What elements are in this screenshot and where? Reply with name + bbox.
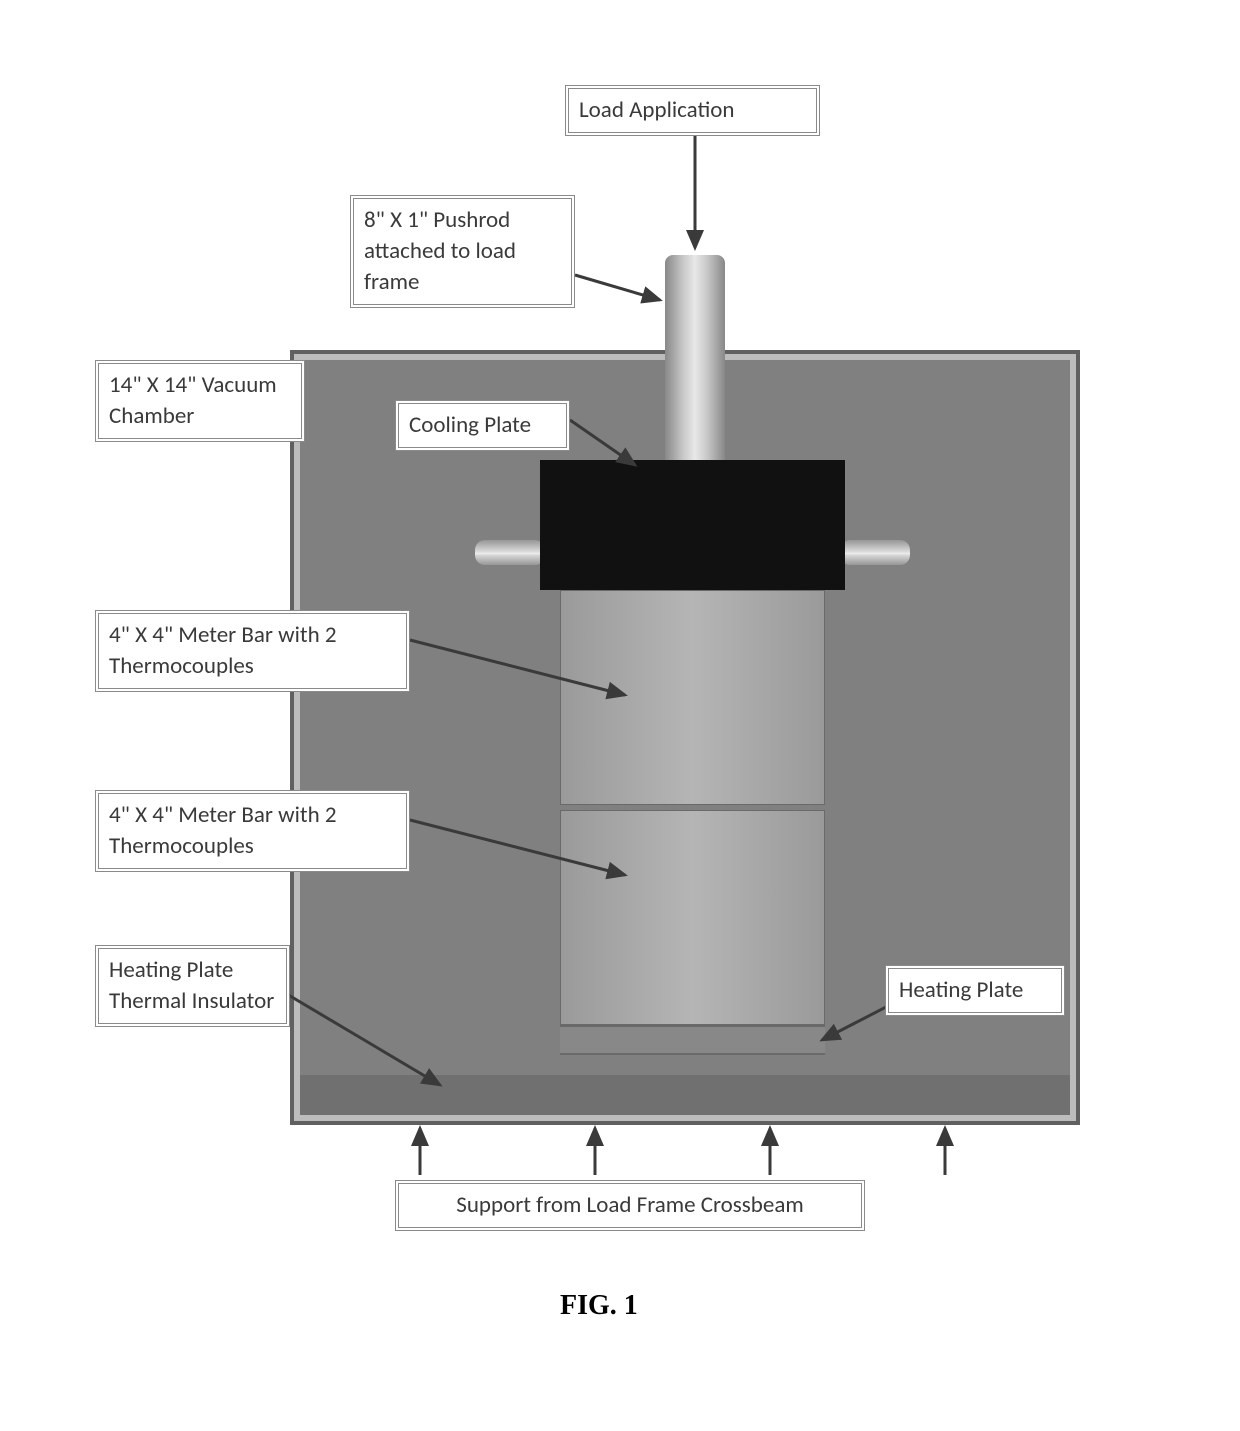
heating-plate [560, 1025, 825, 1055]
label-text: Heating Plate [899, 976, 1023, 1004]
coolant-tube-right [840, 540, 910, 565]
label-meter-bar-lower: 4" X 4" Meter Bar with 2 Thermocouples [95, 790, 410, 872]
label-vacuum-chamber: 14" X 14" Vacuum Chamber [95, 360, 305, 442]
label-text: 8" X 1" Pushrod attached to load frame [364, 206, 516, 296]
caption-text: FIG. 1 [560, 1290, 638, 1321]
label-text: 4" X 4" Meter Bar with 2 Thermocouples [109, 801, 337, 860]
label-heating-plate-insulator: Heating Plate Thermal Insulator [95, 945, 290, 1027]
label-text: 14" X 14" Vacuum Chamber [109, 371, 277, 430]
cooling-plate [540, 460, 845, 590]
label-heating-plate: Heating Plate [885, 965, 1065, 1016]
label-meter-bar-upper: 4" X 4" Meter Bar with 2 Thermocouples [95, 610, 410, 692]
figure-canvas: Load Application 8" X 1" Pushrod attache… [0, 0, 1240, 1431]
label-text: Cooling Plate [409, 411, 531, 439]
label-text: Heating Plate Thermal Insulator [109, 956, 274, 1015]
meter-bar-upper [560, 590, 825, 805]
pushrod [665, 255, 725, 480]
label-load-application: Load Application [565, 85, 820, 136]
figure-caption: FIG. 1 [560, 1290, 638, 1322]
label-text: Load Application [579, 96, 735, 124]
label-pushrod: 8" X 1" Pushrod attached to load frame [350, 195, 575, 308]
label-text: Support from Load Frame Crossbeam [456, 1191, 803, 1219]
label-text: 4" X 4" Meter Bar with 2 Thermocouples [109, 621, 337, 680]
label-support: Support from Load Frame Crossbeam [395, 1180, 865, 1231]
coolant-tube-left [475, 540, 545, 565]
meter-bar-lower [560, 810, 825, 1025]
thermal-insulator [300, 1075, 1070, 1115]
label-cooling-plate: Cooling Plate [395, 400, 570, 451]
